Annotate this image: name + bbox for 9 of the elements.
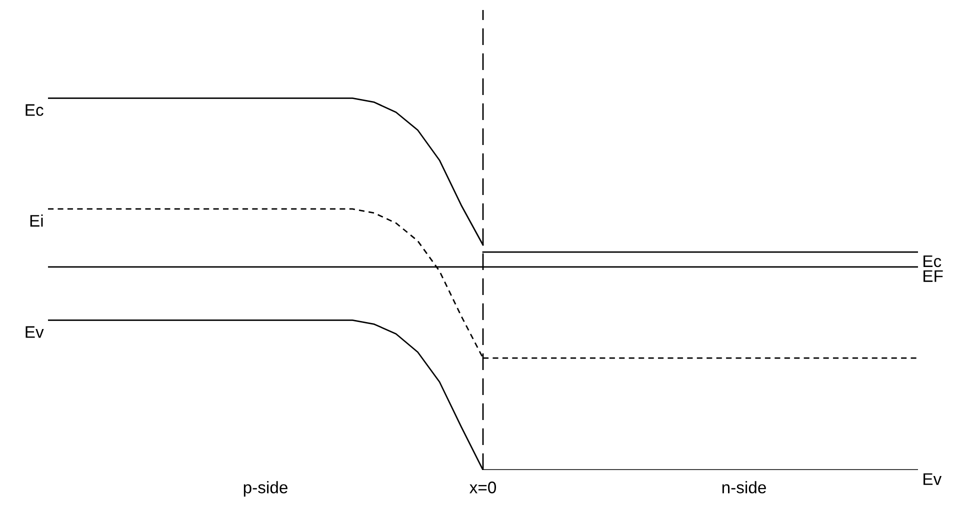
- series-label: Ev: [26, 326, 44, 338]
- x-tick-label: p-side: [244, 481, 288, 497]
- series-label: Ev: [924, 473, 942, 485]
- x-tick-label: x=0: [470, 482, 496, 494]
- series-label: EF: [924, 270, 943, 282]
- series-label: Ei: [30, 214, 43, 227]
- series-label: Ec: [26, 104, 44, 116]
- series-label: Ec: [924, 255, 942, 268]
- x-tick-label: n-side: [722, 481, 766, 494]
